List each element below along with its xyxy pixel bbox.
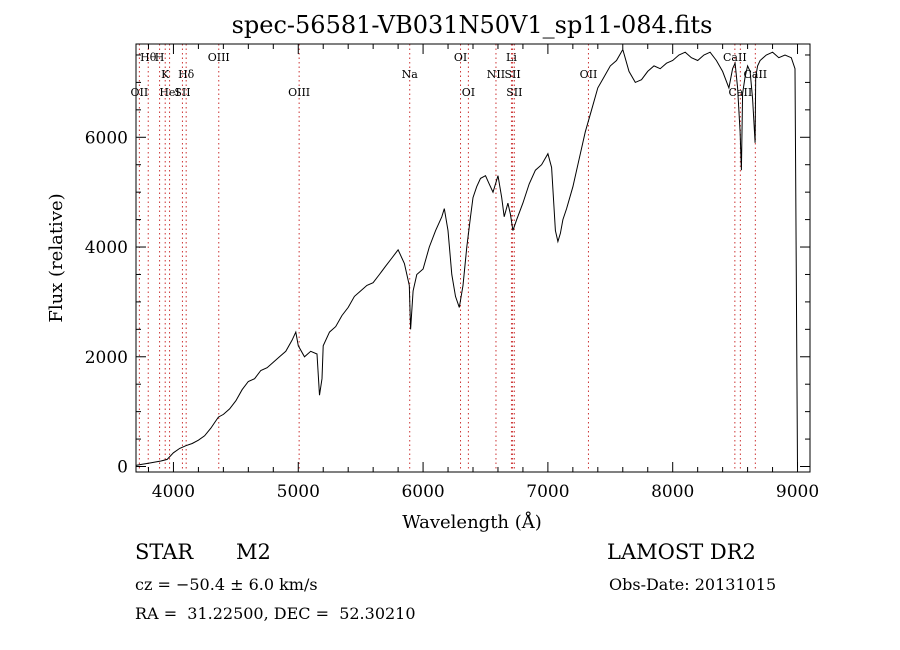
chart-title: spec-56581-VB031N50V1_sp11-084.fits bbox=[232, 11, 713, 39]
spectral-line-label: Hδ bbox=[178, 68, 195, 81]
y-tick-label: 2000 bbox=[85, 348, 128, 368]
survey-name: LAMOST DR2 bbox=[607, 540, 756, 564]
x-axis-label: Wavelength (Å) bbox=[402, 511, 542, 533]
spectral-line-label: SII bbox=[504, 68, 520, 81]
spectral-line-label: H bbox=[155, 51, 165, 64]
spectral-line-label: OIII bbox=[208, 51, 230, 64]
spectral-line-label: SII bbox=[506, 86, 522, 99]
spectral-line-label: OII bbox=[580, 68, 598, 81]
spectral-line-label: OII bbox=[131, 86, 149, 99]
spectral-line-label: OI bbox=[462, 86, 475, 99]
spectral-line-label: CaII bbox=[729, 86, 753, 99]
object-subclass: M2 bbox=[236, 540, 271, 564]
x-tick-label: 7000 bbox=[526, 482, 569, 502]
spectral-line-label: NII bbox=[487, 68, 505, 81]
x-tick-label: 6000 bbox=[401, 482, 444, 502]
spectral-line-markers bbox=[138, 44, 756, 472]
x-tick-label: 4000 bbox=[152, 482, 195, 502]
plot-frame bbox=[135, 43, 811, 473]
object-class: STAR bbox=[135, 540, 194, 564]
spectral-line-label: K bbox=[161, 68, 170, 81]
spectrum-series-line bbox=[135, 48, 798, 468]
spectral-line-label: HeI bbox=[159, 86, 179, 99]
spectral-line-label: Li bbox=[506, 51, 517, 64]
x-tick-label: 5000 bbox=[277, 482, 320, 502]
spectral-line-label: OI bbox=[454, 51, 467, 64]
axis-ticks: 4000 5000 6000 7000 8000 9000 0 2000 4000 6000 bbox=[85, 44, 819, 502]
spectral-line-label: CaII bbox=[723, 51, 747, 64]
spectral-line-label: Na bbox=[402, 68, 419, 81]
y-tick-label: 4000 bbox=[85, 238, 128, 258]
y-tick-label: 0 bbox=[117, 458, 128, 478]
spectral-line-label: SII bbox=[174, 86, 190, 99]
spectral-line-label: OIII bbox=[288, 86, 310, 99]
spectral-line-label: Hθ bbox=[140, 51, 157, 64]
y-tick-label: 6000 bbox=[85, 128, 128, 148]
y-axis-label: Flux (relative) bbox=[46, 193, 67, 322]
redshift-text: cz = −50.4 ± 6.0 km/s bbox=[135, 575, 318, 594]
spectrum-chart: spec-56581-VB031N50V1_sp11-084.fits 4000… bbox=[46, 11, 819, 533]
x-tick-label: 9000 bbox=[776, 482, 819, 502]
spectral-line-label: CaII bbox=[743, 68, 767, 81]
x-tick-label: 8000 bbox=[651, 482, 694, 502]
obs-date-text: Obs-Date: 20131015 bbox=[609, 575, 777, 594]
coordinates-text: RA = 31.22500, DEC = 52.30210 bbox=[135, 604, 416, 623]
